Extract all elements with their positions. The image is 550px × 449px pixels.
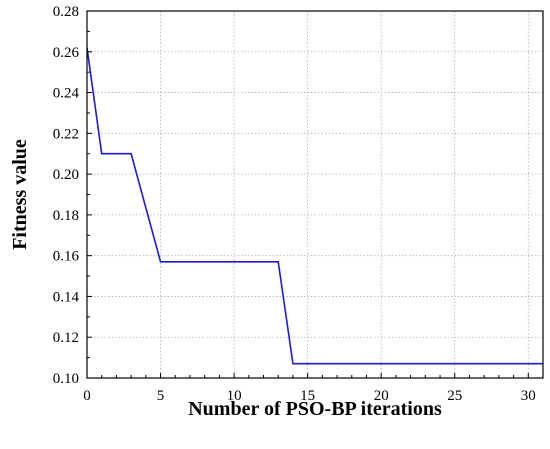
series-line — [86, 47, 543, 365]
y-tick-label: 0.28 — [53, 4, 79, 20]
y-tick-label: 0.22 — [53, 126, 79, 142]
x-axis-title: Number of PSO-BP iterations — [188, 398, 442, 420]
y-tick-label: 0.18 — [53, 208, 79, 224]
y-tick-label: 0.10 — [53, 371, 79, 387]
x-tick-label: 30 — [521, 388, 536, 404]
tick-marks — [86, 10, 529, 379]
x-tick-label: 20 — [374, 388, 389, 404]
x-tick-labels: 0 5 10 15 20 25 30 — [83, 388, 536, 404]
y-tick-label: 0.24 — [53, 86, 80, 102]
x-tick-label: 15 — [300, 388, 315, 404]
y-tick-labels: 0.10 0.12 0.14 0.16 0.18 0.20 0.22 0.24 0.26 0.28 — [53, 4, 80, 387]
grid — [87, 11, 543, 378]
x-tick-label: 0 — [83, 388, 91, 404]
x-tick-label: 25 — [447, 388, 462, 404]
y-axis-title: Fitness value — [9, 139, 31, 250]
y-tick-label: 0.16 — [53, 249, 80, 265]
y-tick-label: 0.12 — [53, 330, 79, 346]
y-tick-label: 0.14 — [53, 289, 80, 305]
series-layer — [86, 47, 543, 365]
y-tick-label: 0.26 — [53, 45, 80, 61]
x-tick-label: 10 — [227, 388, 242, 404]
y-tick-label: 0.20 — [53, 167, 79, 183]
plot-frame — [86, 10, 544, 379]
x-tick-label: 5 — [157, 388, 165, 404]
